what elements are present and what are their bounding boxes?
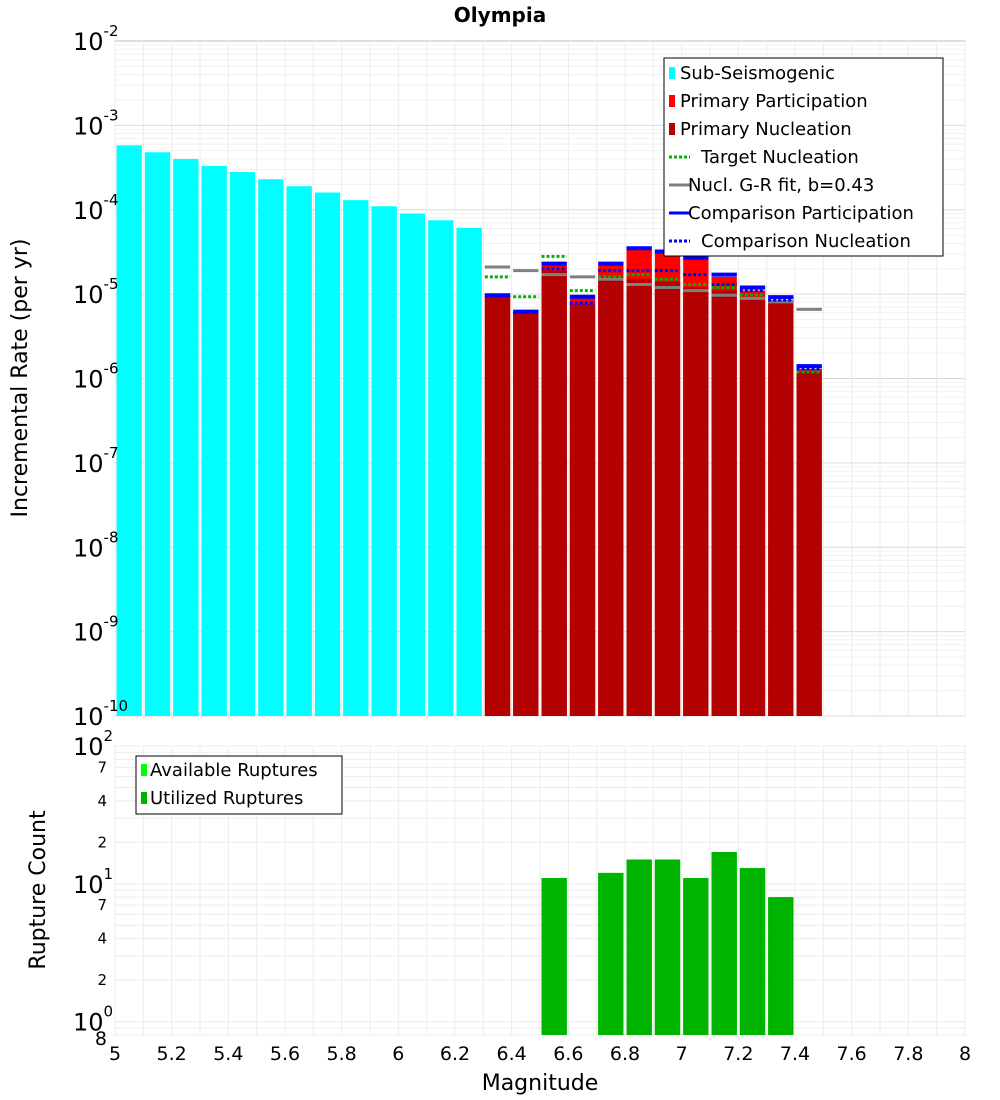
bar-primary-nucleation bbox=[484, 296, 511, 716]
bar-sub-seismogenic bbox=[116, 145, 142, 717]
bar-utilized-ruptures bbox=[711, 852, 737, 1035]
top-y-ticks: 10-10 10-9 10-8 10-7 10-6 10-5 10-4 10-3 10-2 bbox=[73, 22, 128, 731]
bar-sub-seismogenic bbox=[173, 158, 199, 717]
top-y-tick-label: 10-3 bbox=[73, 106, 119, 140]
x-ticks: 5 5.2 5.4 5.6 5.8 6 6.2 6.4 6.6 6.8 7 7.2 7.4 7.6 7.8 8 bbox=[109, 1043, 971, 1065]
bar-sub-seismogenic bbox=[229, 172, 256, 716]
legend-label: Comparison Participation bbox=[688, 203, 914, 224]
bar-utilized-ruptures bbox=[598, 872, 624, 1035]
bar-sub-seismogenic bbox=[258, 179, 284, 716]
x-tick-label: 6.2 bbox=[440, 1043, 470, 1065]
bar-utilized-ruptures bbox=[654, 859, 681, 1035]
bar-sub-seismogenic bbox=[371, 206, 397, 716]
top-legend: Sub-Seismogenic Primary Participation Prim… bbox=[663, 57, 944, 257]
top-y-tick-label: 10-10 bbox=[73, 697, 128, 731]
x-tick-label: 8 bbox=[959, 1043, 971, 1065]
bottom-y-tick-label: 101 bbox=[73, 865, 113, 899]
top-y-tick-label: 10-8 bbox=[73, 528, 119, 562]
x-tick-label: 7.8 bbox=[893, 1043, 923, 1065]
bar-primary-nucleation bbox=[513, 312, 539, 716]
legend-swatch bbox=[141, 764, 147, 776]
bar-sub-seismogenic bbox=[201, 166, 227, 717]
legend-swatch bbox=[669, 95, 675, 107]
legend-swatch bbox=[669, 67, 675, 79]
bottom-y-tick-label: 102 bbox=[73, 727, 113, 761]
chart-title: Olympia bbox=[454, 3, 546, 27]
legend-label: Target Nucleation bbox=[700, 147, 859, 168]
legend-label: Sub-Seismogenic bbox=[680, 63, 835, 84]
bar-utilized-ruptures bbox=[739, 868, 766, 1035]
bar-primary-nucleation bbox=[683, 287, 709, 716]
bottom-y-tick-label: 4 bbox=[97, 930, 107, 948]
bar-sub-seismogenic bbox=[428, 220, 454, 717]
x-tick-label: 7 bbox=[676, 1043, 688, 1065]
legend-swatch bbox=[141, 792, 147, 804]
top-y-tick-label: 10-7 bbox=[73, 444, 119, 478]
legend-label: Primary Participation bbox=[680, 91, 868, 112]
bar-sub-seismogenic bbox=[343, 200, 369, 716]
x-tick-label: 5.8 bbox=[327, 1043, 357, 1065]
bottom-legend-box bbox=[135, 755, 343, 815]
bar-primary-nucleation bbox=[768, 303, 794, 716]
bottom-bars bbox=[541, 852, 794, 1035]
legend-label: Utilized Ruptures bbox=[150, 788, 303, 809]
bottom-grid bbox=[114, 745, 966, 1036]
bottom-y-tick-label: 4 bbox=[97, 792, 107, 810]
bottom-y-tick-label: 100 bbox=[73, 1003, 113, 1037]
x-tick-label: 6 bbox=[392, 1043, 404, 1065]
legend-swatch bbox=[669, 123, 675, 135]
x-tick-label: 5.2 bbox=[157, 1043, 187, 1065]
top-y-axis-label: Incremental Rate (per yr) bbox=[8, 239, 33, 518]
x-tick-label: 7.2 bbox=[723, 1043, 753, 1065]
x-tick-label: 6.4 bbox=[497, 1043, 527, 1065]
bar-sub-seismogenic bbox=[286, 186, 312, 716]
bar-primary-nucleation bbox=[711, 290, 737, 716]
top-y-tick-label: 10-6 bbox=[73, 360, 119, 394]
bottom-y-axis-label: Rupture Count bbox=[26, 810, 51, 970]
x-tick-label: 5 bbox=[109, 1043, 121, 1065]
legend-label: Comparison Nucleation bbox=[701, 231, 911, 252]
bar-primary-nucleation bbox=[796, 371, 822, 716]
bottom-y-tick-label: 2 bbox=[97, 833, 107, 851]
bottom-y-tick-label: 8 bbox=[95, 1028, 107, 1050]
legend-label: Available Ruptures bbox=[150, 760, 318, 781]
x-tick-label: 6.6 bbox=[553, 1043, 583, 1065]
top-legend-box bbox=[663, 57, 944, 257]
bottom-y-tick-label: 7 bbox=[97, 758, 107, 776]
bar-sub-seismogenic bbox=[314, 192, 341, 717]
bar-primary-nucleation bbox=[654, 281, 681, 716]
legend-label: Primary Nucleation bbox=[680, 119, 852, 140]
legend-label: Nucl. G-R fit, b=0.43 bbox=[688, 175, 874, 196]
bar-utilized-ruptures bbox=[768, 897, 794, 1035]
bar-primary-nucleation bbox=[626, 279, 652, 716]
bar-sub-seismogenic bbox=[456, 227, 482, 716]
top-bars bbox=[116, 145, 822, 717]
bar-primary-nucleation bbox=[739, 296, 766, 716]
bar-sub-seismogenic bbox=[144, 152, 171, 716]
x-axis-label: Magnitude bbox=[482, 1071, 599, 1096]
bar-primary-nucleation bbox=[569, 304, 596, 716]
bar-utilized-ruptures bbox=[626, 859, 652, 1035]
bar-primary-nucleation bbox=[598, 276, 624, 716]
x-tick-label: 7.6 bbox=[837, 1043, 867, 1065]
top-y-tick-label: 10-2 bbox=[73, 22, 119, 56]
bottom-legend: Available Ruptures Utilized Ruptures bbox=[135, 755, 343, 815]
bar-primary-nucleation bbox=[541, 270, 567, 716]
x-tick-label: 5.4 bbox=[213, 1043, 243, 1065]
bottom-y-tick-label: 7 bbox=[97, 896, 107, 914]
bottom-y-tick-label: 2 bbox=[97, 971, 107, 989]
x-tick-label: 6.8 bbox=[610, 1043, 640, 1065]
top-y-tick-label: 10-4 bbox=[73, 191, 119, 225]
top-y-tick-label: 10-5 bbox=[73, 275, 119, 309]
bar-utilized-ruptures bbox=[541, 878, 567, 1035]
x-tick-label: 5.6 bbox=[270, 1043, 300, 1065]
top-y-tick-label: 10-9 bbox=[73, 613, 119, 647]
bar-utilized-ruptures bbox=[683, 878, 709, 1035]
bar-sub-seismogenic bbox=[399, 213, 426, 717]
x-tick-label: 7.4 bbox=[780, 1043, 810, 1065]
